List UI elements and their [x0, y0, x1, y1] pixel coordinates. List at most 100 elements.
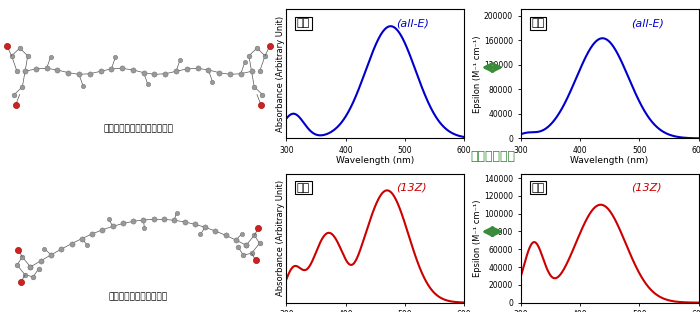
Point — [174, 57, 186, 62]
Point — [8, 92, 20, 97]
Point — [106, 66, 117, 71]
Point — [239, 60, 251, 65]
Point — [148, 217, 160, 222]
Point — [46, 252, 57, 257]
Point — [78, 84, 89, 89]
Point — [251, 46, 262, 51]
Point — [52, 67, 63, 72]
Point — [127, 67, 139, 72]
Point — [110, 55, 121, 60]
Point — [17, 255, 28, 260]
Point — [235, 71, 246, 76]
Point — [56, 247, 67, 252]
X-axis label: Wavelength (nm): Wavelength (nm) — [336, 157, 414, 165]
Point — [76, 236, 88, 241]
Point — [127, 219, 139, 224]
Text: シス型アスタキサンチン: シス型アスタキサンチン — [108, 293, 168, 302]
Point — [14, 46, 25, 51]
Point — [158, 217, 169, 222]
Y-axis label: Epsilon (M⁻¹ cm⁻¹): Epsilon (M⁻¹ cm⁻¹) — [473, 35, 482, 113]
Text: (13Z): (13Z) — [397, 183, 427, 193]
Point — [250, 258, 261, 263]
Text: 計算: 計算 — [531, 18, 545, 28]
Point — [254, 69, 265, 74]
Point — [39, 246, 50, 251]
Point — [241, 243, 252, 248]
Point — [207, 79, 218, 84]
Point — [103, 217, 114, 222]
Point — [220, 233, 231, 238]
Point — [118, 221, 129, 226]
Point — [238, 253, 249, 258]
Y-axis label: Epsilon (M⁻¹ cm⁻¹): Epsilon (M⁻¹ cm⁻¹) — [473, 199, 482, 277]
Point — [20, 272, 31, 277]
Point — [116, 66, 127, 71]
Point — [246, 251, 257, 256]
Point — [95, 69, 106, 74]
Point — [30, 66, 41, 71]
Y-axis label: Absorbance (Arbitrary Unit): Absorbance (Arbitrary Unit) — [276, 180, 285, 296]
Point — [20, 69, 31, 74]
Point — [27, 274, 38, 279]
Y-axis label: Absorbance (Arbitrary Unit): Absorbance (Arbitrary Unit) — [276, 16, 285, 132]
Point — [82, 243, 93, 248]
Point — [35, 258, 46, 263]
Point — [149, 72, 160, 77]
Point — [225, 72, 236, 77]
Text: (all-E): (all-E) — [397, 18, 430, 28]
Point — [179, 219, 190, 224]
Point — [181, 66, 193, 71]
Point — [62, 70, 74, 75]
Point — [41, 66, 52, 71]
Point — [84, 71, 95, 76]
Text: 実験: 実験 — [297, 18, 310, 28]
Point — [17, 84, 28, 89]
Point — [254, 241, 265, 246]
Point — [210, 228, 221, 233]
Point — [248, 233, 260, 238]
Point — [25, 264, 36, 269]
Point — [138, 217, 149, 222]
Point — [1, 43, 13, 48]
Point — [87, 232, 98, 236]
Text: 実験: 実験 — [297, 183, 310, 193]
Point — [246, 69, 257, 74]
Point — [253, 226, 264, 231]
Point — [244, 53, 255, 58]
Point — [6, 53, 18, 58]
Point — [13, 247, 24, 252]
Text: トランス型アスタキサンチン: トランス型アスタキサンチン — [104, 124, 174, 133]
Point — [195, 232, 206, 237]
Point — [199, 225, 211, 230]
Point — [237, 231, 248, 236]
Point — [256, 102, 267, 107]
Point — [33, 266, 44, 271]
Point — [230, 237, 241, 242]
Point — [192, 66, 203, 71]
Point — [203, 67, 214, 72]
Point — [97, 227, 108, 232]
Point — [142, 82, 153, 87]
Point — [74, 72, 85, 77]
Point — [171, 69, 182, 74]
Point — [25, 264, 36, 269]
Point — [139, 225, 150, 230]
Point — [169, 218, 180, 223]
Point — [248, 84, 260, 89]
Text: 計算: 計算 — [531, 183, 545, 193]
Point — [232, 245, 244, 250]
Point — [189, 222, 200, 227]
Point — [265, 43, 276, 48]
Point — [138, 70, 149, 75]
Point — [241, 243, 252, 248]
Text: (13Z): (13Z) — [631, 183, 662, 193]
Point — [11, 262, 22, 267]
Point — [10, 102, 21, 107]
Point — [15, 279, 27, 284]
Point — [11, 69, 22, 74]
Point — [260, 53, 271, 58]
X-axis label: Wavelength (nm): Wavelength (nm) — [570, 157, 649, 165]
Point — [66, 241, 77, 246]
Text: 高い再現性！: 高い再現性！ — [470, 149, 515, 163]
Point — [171, 210, 182, 215]
